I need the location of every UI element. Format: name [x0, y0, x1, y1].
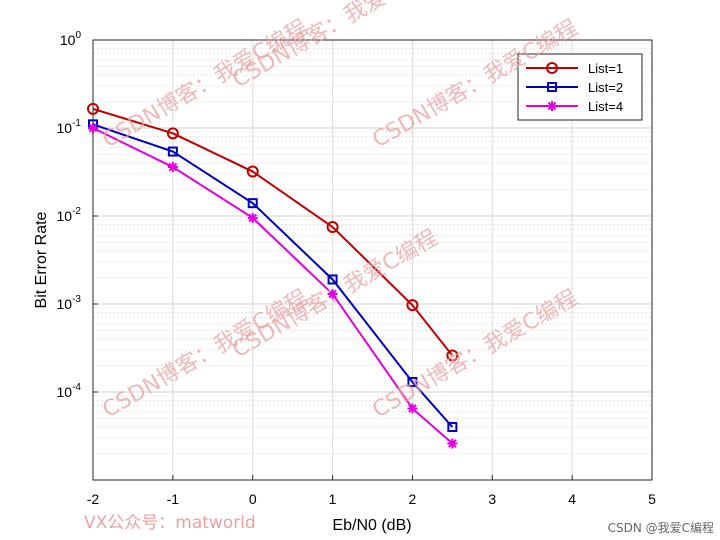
- legend-label: List=1: [588, 61, 623, 76]
- y-tick-base: 10: [57, 208, 73, 224]
- plot-frame: [92, 39, 653, 481]
- y-tick-label: 10-3: [57, 294, 82, 312]
- data-point-circle: [446, 349, 459, 362]
- x-tick-label: 2: [409, 491, 417, 507]
- data-point-circle: [406, 299, 419, 312]
- data-point-square: [327, 274, 338, 285]
- data-point-square: [407, 376, 418, 387]
- x-tick-label: 5: [648, 491, 656, 507]
- data-point-circle: [166, 127, 179, 140]
- legend-label: List=4: [588, 99, 623, 114]
- x-tick-label: -1: [167, 491, 180, 507]
- series-line: [92, 107, 454, 357]
- data-point-star: [167, 162, 178, 173]
- data-point-square: [247, 198, 258, 209]
- data-point-circle: [87, 102, 99, 115]
- y-tick-base: 10: [57, 120, 73, 136]
- y-tick-label: 10-1: [57, 118, 82, 136]
- data-point-star: [447, 438, 458, 449]
- legend: List=1 List=2 List=4: [517, 53, 643, 121]
- x-tick-label: 4: [568, 491, 576, 507]
- x-tick-label: 1: [329, 491, 337, 507]
- y-tick-label: 100: [60, 30, 82, 48]
- data-point-circle: [546, 62, 558, 74]
- data-point-star: [247, 212, 258, 223]
- series-line: [92, 123, 454, 428]
- data-point-star: [327, 288, 338, 299]
- series-list-4: [88, 123, 458, 449]
- data-point-circle: [326, 220, 339, 233]
- footer-wechat-text: VX公众号：matworld: [84, 513, 256, 533]
- x-tick-label: 3: [488, 491, 496, 507]
- data-point-square: [447, 422, 458, 433]
- footer-csdn-text: CSDN @我爱C编程: [607, 521, 714, 535]
- series-line: [92, 127, 454, 445]
- x-tick-label: 0: [249, 491, 257, 507]
- series-list-2: [88, 119, 458, 433]
- y-tick-exponent: -3: [72, 294, 81, 305]
- y-tick-exponent: -1: [72, 118, 81, 129]
- data-point-square: [167, 146, 178, 157]
- data-point-star: [88, 123, 98, 133]
- y-axis-label: Bit Error Rate: [33, 211, 50, 308]
- y-tick-base: 10: [60, 32, 76, 48]
- y-tick-exponent: 0: [75, 30, 81, 41]
- y-tick-exponent: -2: [72, 206, 81, 217]
- y-tick-label: 10-4: [57, 382, 82, 400]
- x-tick-label: -2: [87, 491, 100, 507]
- series-list-1: [87, 102, 459, 362]
- x-axis-label: Eb/N0 (dB): [332, 517, 411, 534]
- y-tick-base: 10: [57, 384, 73, 400]
- series-group: [87, 102, 459, 449]
- x-axis: -2 -1 0 1 2 3 4 5: [87, 475, 656, 507]
- data-point-star: [407, 403, 418, 414]
- data-point-star: [547, 101, 557, 111]
- data-point-square: [547, 82, 557, 92]
- y-tick-exponent: -4: [72, 382, 81, 393]
- data-point-circle: [246, 165, 259, 178]
- y-tick-label: 10-2: [57, 206, 82, 224]
- y-tick-base: 10: [57, 296, 73, 312]
- legend-label: List=2: [588, 80, 623, 95]
